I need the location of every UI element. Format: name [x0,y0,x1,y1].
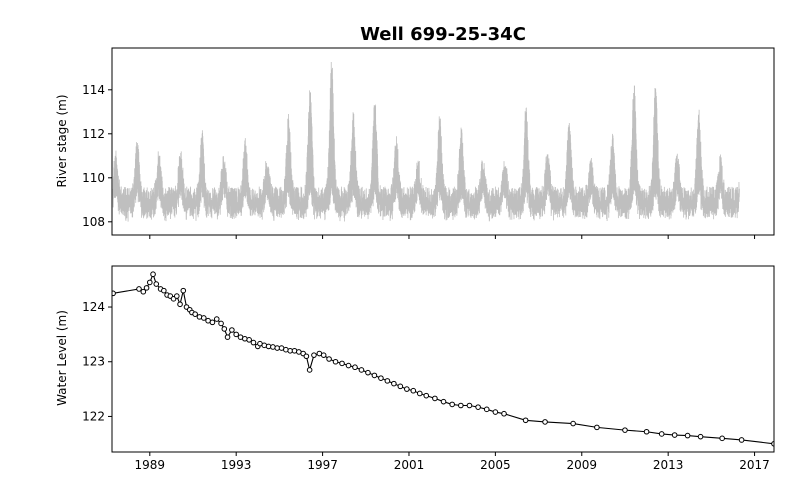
water-level-point [246,337,252,343]
water-level-point [303,353,310,360]
water-level-point [458,402,464,409]
water-level-point [352,364,358,371]
water-level-point [522,417,529,424]
water-level-point [475,404,481,410]
water-level-point [200,315,207,321]
water-level-point [738,437,745,443]
river-stage-panel: River stage (m) 108 110 112 114 [55,47,775,239]
plot-frame [111,265,775,453]
water-level-point [440,398,447,405]
y-tick-label: 110 [82,171,105,185]
water-level-series-line [112,272,774,445]
y-tick-label: 122 [82,409,105,423]
water-level-point [192,311,198,317]
water-level-ylabel: Water Level (m) [55,310,69,406]
water-level-point [483,406,490,413]
water-level-point [397,383,404,390]
water-level-point [423,392,430,399]
water-level-point [594,424,600,431]
water-level-point [147,279,153,286]
water-level-point [174,293,180,299]
water-level-point [684,432,691,439]
water-level-point [326,356,332,362]
water-level-point [416,390,423,397]
water-level-point [432,395,438,402]
water-level-point [622,427,628,433]
water-level-point [658,431,665,437]
water-level-point [719,435,725,442]
water-level-point [339,360,345,367]
water-level-point [213,316,220,322]
water-level-point [371,372,378,379]
x-tick-label: 1989 [135,458,166,472]
water-level-point [671,432,678,438]
water-level-point [570,420,576,427]
water-level-point [771,440,774,447]
water-level-point [378,375,384,381]
water-level-point [229,327,235,333]
water-level-point [180,287,187,294]
water-level-point [143,285,150,291]
water-level-point [410,387,417,394]
y-tick-label: 108 [82,215,105,229]
water-level-point [391,380,397,387]
water-level-point [209,319,216,326]
water-level-point [153,281,160,287]
x-tick-label: 2005 [480,458,511,472]
water-level-point [384,378,391,384]
water-level-point [358,367,365,373]
plot-frame [111,47,775,236]
water-level-point [492,409,499,415]
water-level-point [404,386,410,392]
water-level-point [449,401,455,408]
water-level-point [224,334,231,340]
water-level-point [542,419,548,425]
plot-area [112,61,740,222]
y-tick-label: 114 [82,83,105,97]
water-level-point [177,301,183,308]
water-level-point [250,339,257,346]
water-level-point [221,326,228,332]
water-level-point [365,369,371,376]
y-tick-label: 124 [82,300,105,314]
water-level-point [150,271,156,278]
water-level-point [311,352,317,358]
river-stage-series-line [112,61,740,222]
x-tick-label: 2001 [394,458,425,472]
y-tick-label: 112 [82,127,105,141]
water-level-point [306,367,313,373]
water-level-point [112,290,116,297]
water-level-point [697,433,704,440]
water-level-point [332,358,339,365]
water-level-point [140,288,147,295]
water-level-point [233,331,239,338]
x-tick-label: 1993 [221,458,252,472]
water-level-point [136,286,142,292]
water-level-point [345,362,352,369]
water-level-point [466,402,473,409]
y-tick-label: 123 [82,355,105,369]
x-tick-label: 2017 [739,458,770,472]
water-level-panel: Water Level (m) 122 123 124 1989 1993 1997 200… [55,265,775,472]
x-tick-label: 1997 [307,458,338,472]
river-stage-ylabel: River stage (m) [55,94,69,187]
x-tick-label: 2013 [653,458,684,472]
water-level-point [501,410,507,417]
water-level-point [643,428,650,435]
water-level-point [218,320,224,327]
chart-title: Well 699-25-34C [360,24,526,45]
water-level-point [320,352,327,358]
x-tick-label: 2009 [566,458,597,472]
water-level-point [161,287,167,294]
plot-area [112,271,774,447]
